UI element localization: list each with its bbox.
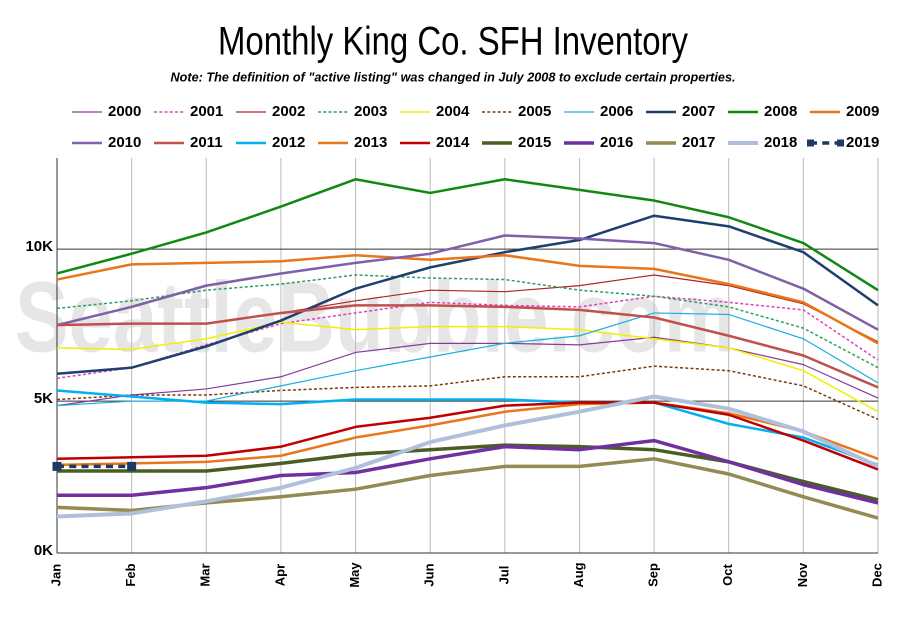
legend-label: 2019 [846,134,879,151]
legend-label: 2003 [354,103,387,120]
legend-marker [837,139,844,147]
x-tick-label: Jan [48,564,63,586]
legend-label: 2002 [272,103,305,120]
legend-label: 2007 [682,103,715,120]
x-tick-label: Jun [422,563,437,586]
legend-label: 2017 [682,134,715,151]
legend-label: 2014 [436,134,470,151]
legend-label: 2010 [108,134,141,151]
x-tick-label: May [347,562,362,588]
series-line [56,274,879,369]
series-line [56,214,879,375]
legend-label: 2018 [764,134,797,151]
legend-label: 2005 [518,103,551,120]
series-line [56,401,879,467]
legend-label: 2008 [764,103,797,120]
series-line [57,438,879,505]
legend-label: 2015 [518,134,551,151]
legend-marker [807,139,814,147]
watermark: SeattleBubble.com [15,261,735,373]
x-tick-label: Dec [869,563,884,587]
y-tick-label: 10K [25,238,53,255]
legend-label: 2000 [108,103,141,120]
legend-label: 2016 [600,134,633,151]
series-line [56,178,879,292]
y-tick-label: 5K [34,390,53,407]
x-tick-label: Feb [123,563,138,586]
legend-label: 2013 [354,134,387,151]
series-line [56,304,879,389]
x-tick-label: Apr [272,564,287,586]
legend-label: 2004 [436,103,470,120]
series-line [56,234,879,331]
chart-title: Monthly King Co. SFH Inventory [218,20,688,64]
x-tick-label: Aug [571,562,586,587]
x-tick-label: Oct [720,563,735,585]
series-line [56,336,879,407]
legend-label: 2001 [190,103,223,120]
series-marker [127,461,137,471]
series-line [56,365,879,420]
series-line [56,401,879,471]
y-tick-label: 0K [34,542,53,559]
x-tick-label: Sep [646,563,661,587]
legend-label: 2009 [846,103,879,120]
series-line [56,253,879,345]
legend-label: 2012 [272,134,305,151]
x-tick-label: Jul [496,566,511,585]
series-line [56,321,879,413]
series-line [56,394,879,519]
legend-label: 2006 [600,103,633,120]
x-tick-label: Nov [795,562,810,587]
series-marker [52,461,62,471]
legend-label: 2011 [190,134,223,151]
series-line [56,389,879,467]
series-line [56,295,879,380]
chart-subtitle: Note: The definition of "active listing"… [171,69,736,84]
x-tick-label: Mar [198,563,213,586]
